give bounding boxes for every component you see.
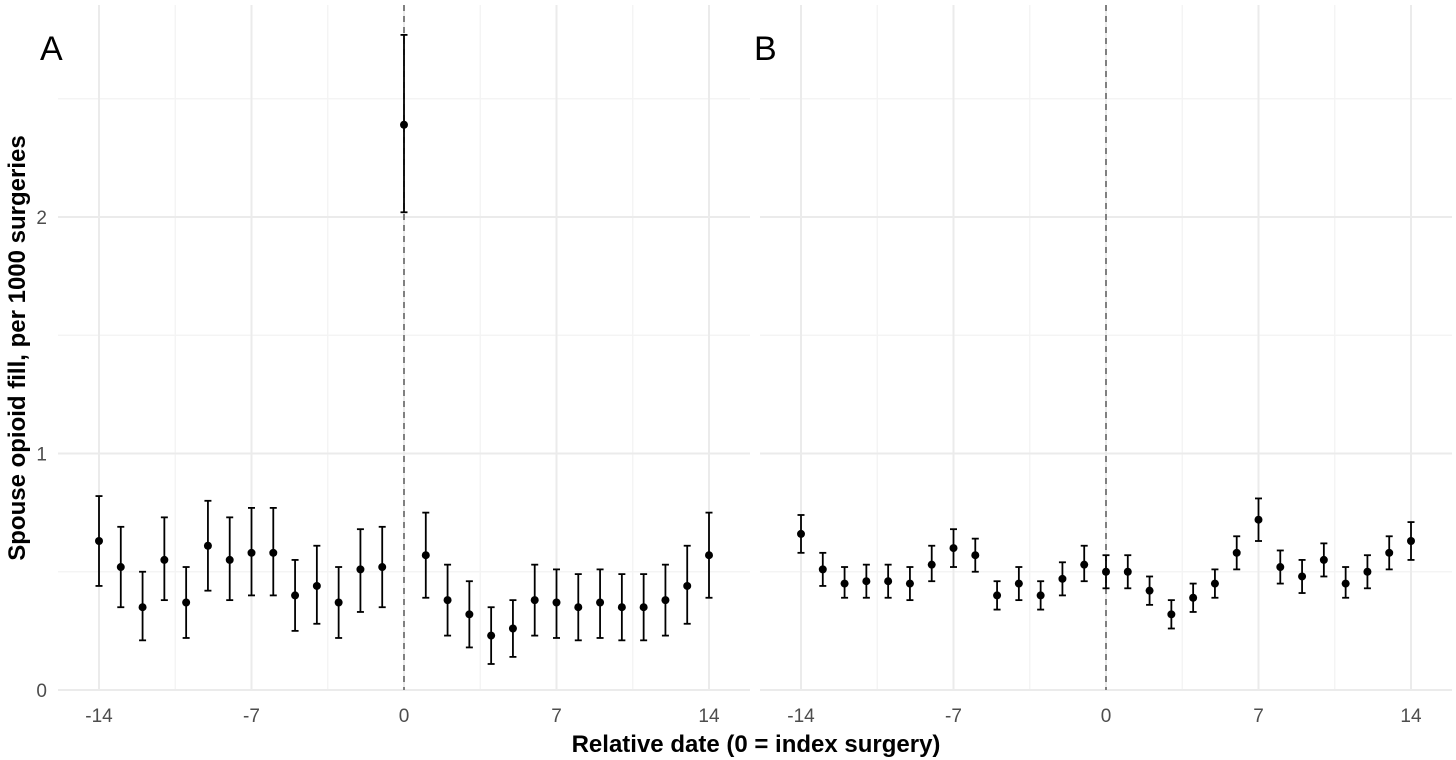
panel-b: -14 -7 0 7 14 B — [754, 5, 1452, 727]
data-point — [116, 563, 125, 572]
data-point — [818, 565, 827, 574]
data-point — [487, 631, 496, 640]
data-point — [530, 596, 539, 605]
data-point — [1167, 610, 1176, 619]
data-point — [862, 577, 871, 586]
data-point — [138, 603, 147, 612]
data-point — [927, 560, 936, 569]
data-point — [797, 529, 805, 538]
data-point — [993, 591, 1002, 600]
x-axis-title: Relative date (0 = index surgery) — [572, 731, 941, 758]
x-tick-label: 14 — [1400, 706, 1422, 727]
panel-tag-b: B — [754, 30, 777, 68]
data-point — [1014, 579, 1023, 588]
data-point — [1210, 579, 1219, 588]
data-point — [1189, 593, 1198, 602]
panel-a: -14 -7 0 7 14 0 1 2 A — [36, 5, 750, 727]
data-point — [1276, 563, 1285, 572]
data-point — [312, 581, 321, 590]
data-point — [617, 603, 626, 612]
x-tick-label: 0 — [1101, 706, 1112, 727]
x-tick-label: 7 — [551, 706, 562, 727]
data-point — [1363, 567, 1372, 576]
data-point — [443, 596, 452, 605]
data-point — [596, 598, 605, 607]
data-point — [552, 598, 561, 607]
data-point — [334, 598, 343, 607]
data-point — [1385, 548, 1394, 557]
data-point — [247, 548, 256, 557]
panel-tag-a: A — [40, 30, 63, 68]
data-point — [639, 603, 648, 612]
x-tick-label: 7 — [1253, 706, 1264, 727]
data-point — [661, 596, 670, 605]
data-point — [291, 591, 300, 600]
data-point — [683, 581, 692, 590]
data-point — [400, 120, 408, 129]
data-point — [1123, 567, 1132, 576]
data-point — [574, 603, 583, 612]
data-point — [1036, 591, 1045, 600]
data-point — [378, 563, 387, 572]
data-point — [160, 555, 169, 564]
data-point — [203, 541, 212, 550]
data-point — [182, 598, 191, 607]
x-tick-label: 14 — [698, 706, 720, 727]
data-point — [905, 579, 914, 588]
x-tick-label: -7 — [945, 706, 962, 727]
data-point — [840, 579, 849, 588]
x-tick-label: -14 — [787, 706, 815, 727]
data-point — [1407, 537, 1415, 546]
y-tick-label: 2 — [36, 208, 47, 229]
y-tick-label: 0 — [36, 681, 47, 702]
data-point — [949, 544, 958, 553]
data-point — [95, 537, 103, 546]
data-point — [1080, 560, 1089, 569]
data-point — [421, 551, 430, 560]
data-point — [269, 548, 278, 557]
data-point — [1319, 555, 1328, 564]
data-point — [884, 577, 893, 586]
y-axis-title: Spouse opioid fill, per 1000 surgeries — [4, 135, 31, 560]
data-point — [705, 551, 713, 560]
data-point — [1254, 515, 1263, 524]
data-point — [1341, 579, 1350, 588]
data-point — [1058, 574, 1067, 583]
data-point — [1102, 567, 1110, 576]
data-point — [971, 551, 980, 560]
data-point — [225, 555, 234, 564]
data-point — [1145, 586, 1154, 595]
data-point — [508, 624, 517, 633]
x-tick-label: -14 — [85, 706, 113, 727]
data-point — [465, 610, 474, 619]
x-tick-label: 0 — [399, 706, 410, 727]
y-tick-label: 1 — [36, 445, 47, 466]
data-point — [1298, 572, 1307, 581]
data-point — [1232, 548, 1241, 557]
x-tick-label: -7 — [243, 706, 260, 727]
data-point — [356, 565, 365, 574]
